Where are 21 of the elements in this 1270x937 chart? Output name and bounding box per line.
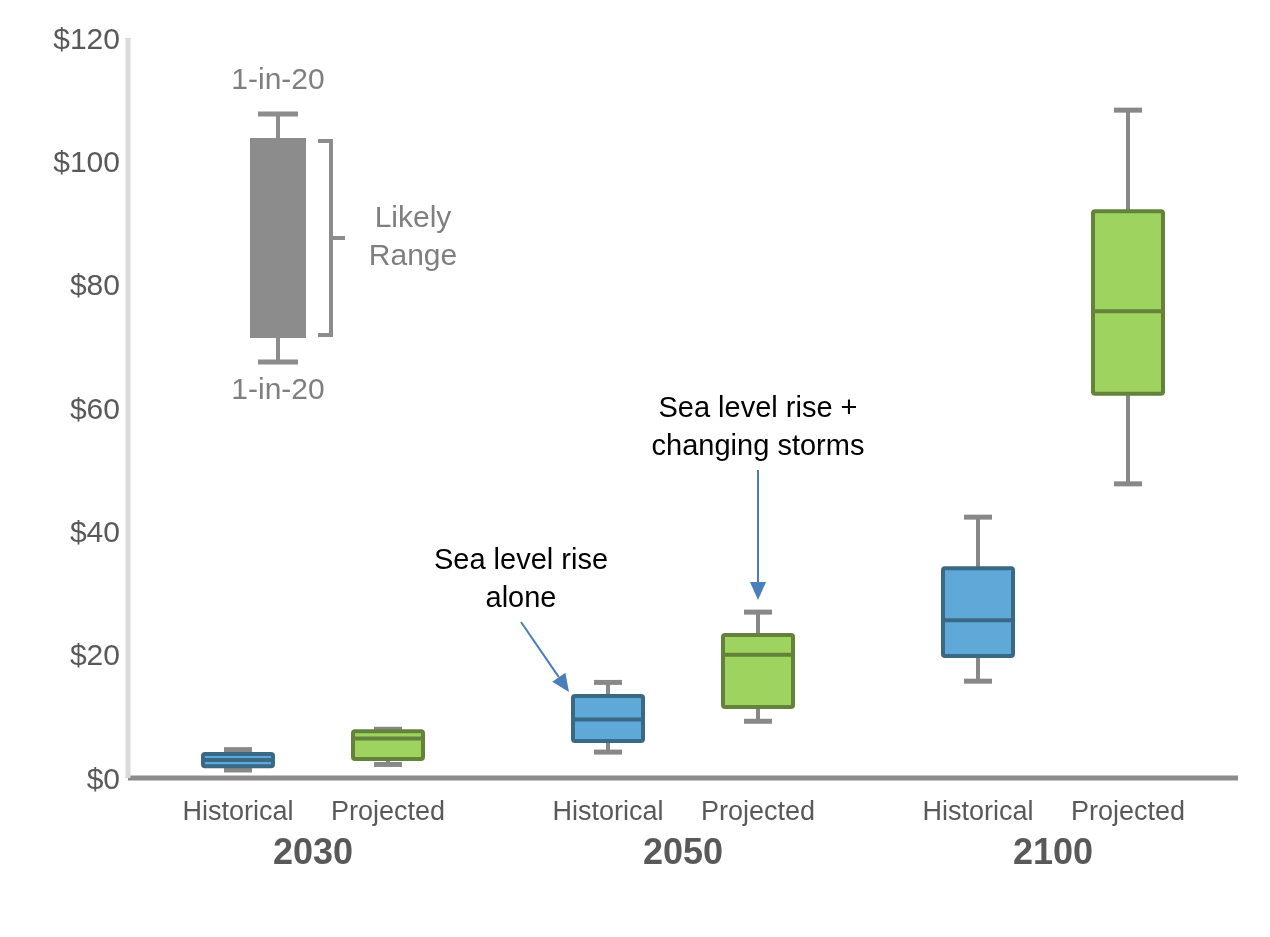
text: Projected: [700, 796, 816, 826]
x-tick-label: 2100: [1012, 831, 1094, 872]
annotation: Sea level rise alone: [432, 541, 610, 615]
series-label: Historical: [182, 796, 294, 826]
y-tick-label: $20: [69, 638, 120, 672]
y-tick-label: $100: [53, 144, 120, 178]
annotation: Sea level rise + changing storms: [650, 390, 866, 464]
x-tick-label: 2050: [642, 831, 724, 872]
annotation: Likely Range: [367, 199, 459, 273]
annotation: 1-in-20: [230, 371, 326, 407]
series-label: Projected: [330, 796, 446, 826]
y-tick-label: $40: [69, 514, 120, 548]
text: Projected: [1070, 796, 1186, 826]
x-tick-label: 2030: [272, 831, 354, 872]
y-tick-label: $80: [69, 268, 120, 302]
text: Historical: [922, 796, 1034, 826]
text: Historical: [552, 796, 664, 826]
y-tick-label: $60: [69, 391, 120, 425]
y-tick-label: $0: [86, 761, 120, 795]
annotation: 1-in-20: [230, 61, 326, 97]
y-tick-label: $120: [53, 21, 120, 55]
